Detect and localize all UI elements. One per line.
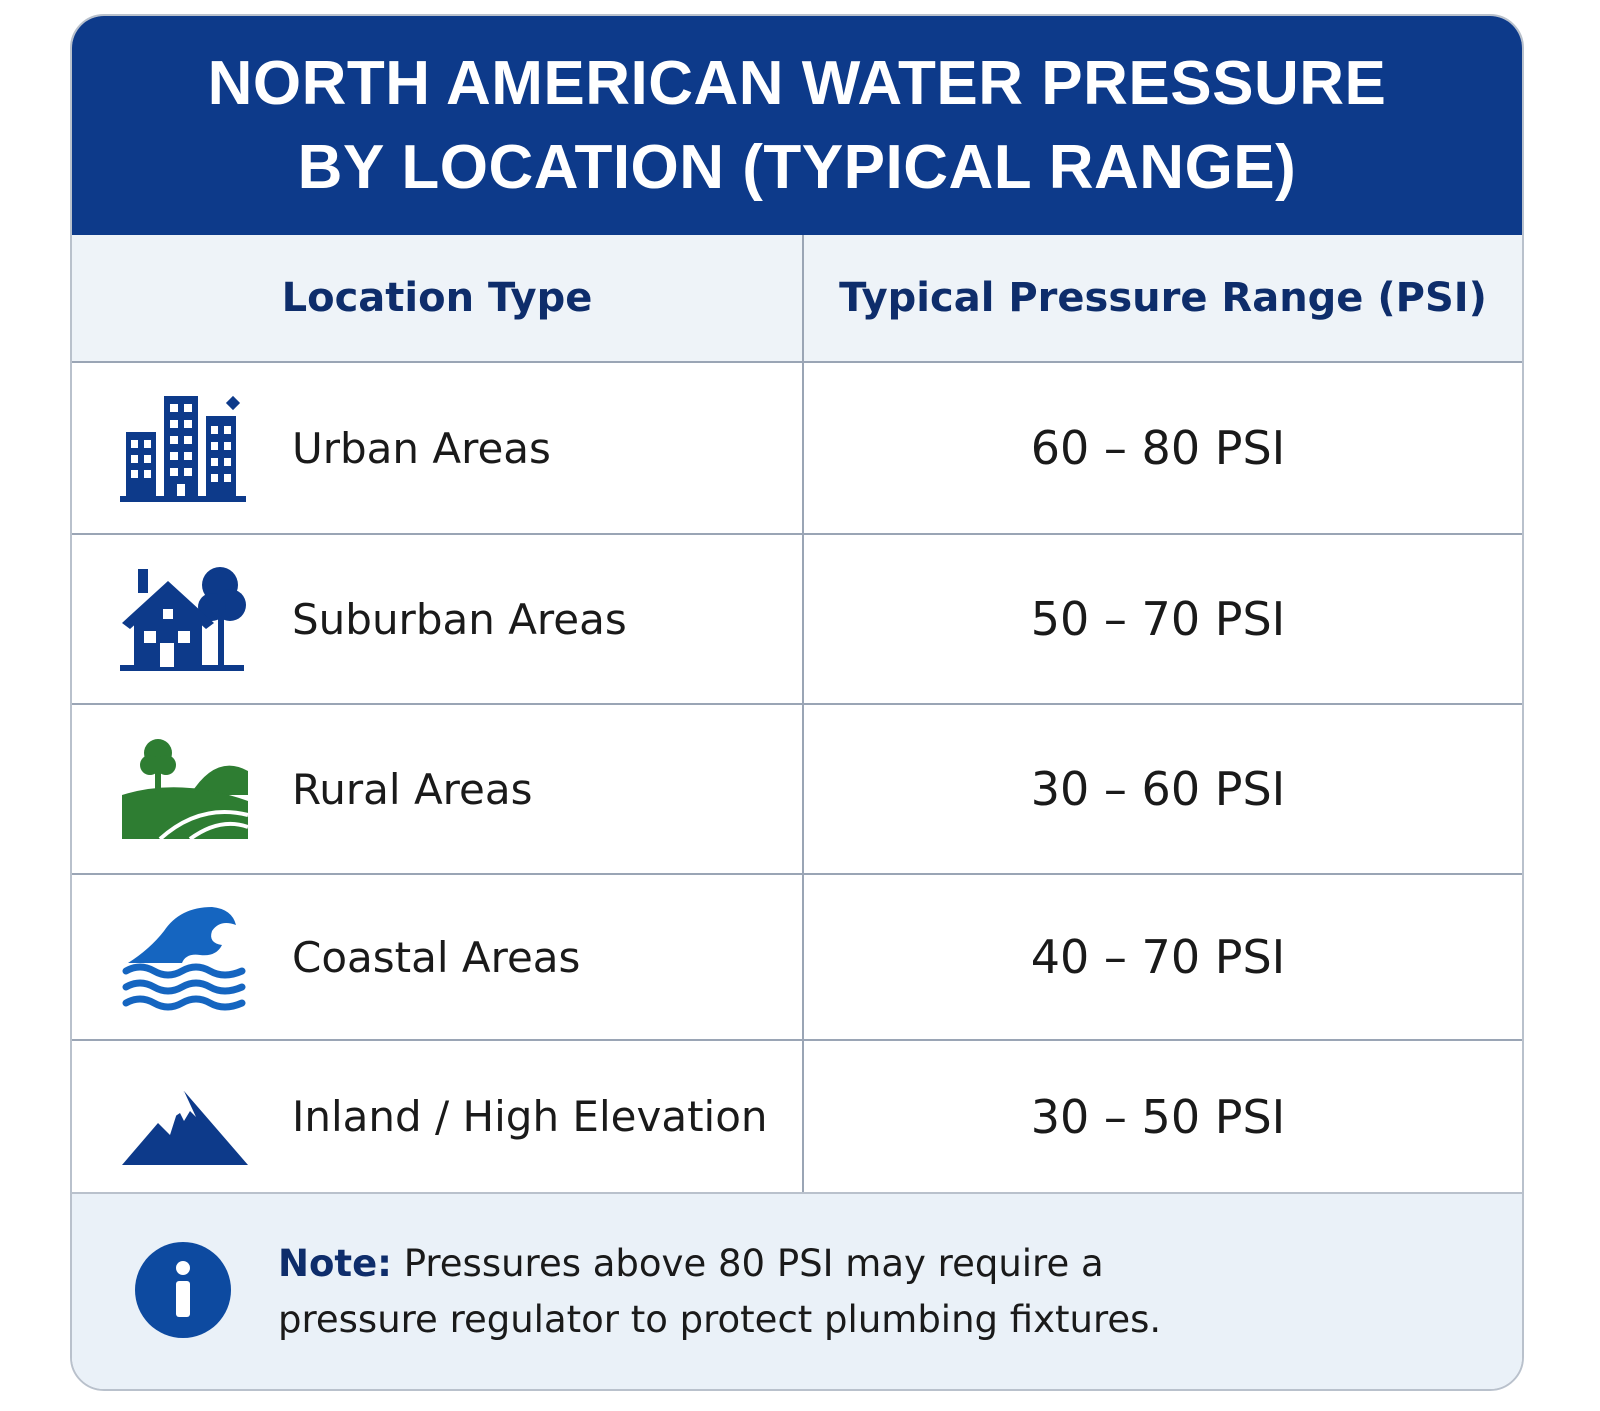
note-text: Note: Pressures above 80 PSI may require… [278, 1236, 1238, 1348]
table-row: Urban Areas 60 – 80 PSI [72, 363, 1522, 535]
page-title: NORTH AMERICAN WATER PRESSURE BY LOCATIO… [207, 48, 1387, 202]
ocean-wave-icon [120, 901, 250, 1013]
column-header-location: Location Type [72, 235, 804, 361]
table-row: Rural Areas 30 – 60 PSI [72, 705, 1522, 875]
pressure-table-card: NORTH AMERICAN WATER PRESSURE BY LOCATIO… [70, 14, 1524, 1391]
location-cell: Urban Areas [72, 363, 804, 533]
info-icon [134, 1241, 232, 1343]
pressure-range-value: 30 – 50 PSI [1030, 1089, 1286, 1144]
location-cell: Coastal Areas [72, 875, 804, 1039]
table-row: Suburban Areas 50 – 70 PSI [72, 535, 1522, 705]
location-cell: Rural Areas [72, 705, 804, 873]
note-box: Note: Pressures above 80 PSI may require… [72, 1194, 1522, 1389]
location-label: Inland / High Elevation [292, 1092, 768, 1141]
column-header-range: Typical Pressure Range (PSI) [839, 275, 1487, 321]
table-row: Inland / High Elevation 30 – 50 PSI [72, 1041, 1522, 1194]
note-lead: Note: [278, 1241, 392, 1285]
location-label: Rural Areas [292, 764, 533, 814]
note-body: Pressures above 80 PSI may require a pre… [278, 1241, 1162, 1341]
pressure-range-value: 40 – 70 PSI [1030, 930, 1286, 984]
house-tree-icon [120, 563, 250, 675]
location-label: Coastal Areas [292, 932, 581, 982]
location-label: Suburban Areas [292, 594, 627, 644]
pressure-range-value: 30 – 60 PSI [1030, 762, 1286, 816]
location-cell: Inland / High Elevation [72, 1041, 804, 1192]
table-row: Coastal Areas 40 – 70 PSI [72, 875, 1522, 1041]
location-cell: Suburban Areas [72, 535, 804, 703]
mountain-icon [120, 1061, 250, 1173]
rural-hills-icon [120, 733, 250, 845]
city-buildings-icon [120, 392, 250, 504]
pressure-range-value: 60 – 80 PSI [1030, 421, 1286, 475]
location-label: Urban Areas [292, 423, 551, 473]
pressure-range-value: 50 – 70 PSI [1030, 592, 1286, 646]
table-header-row: Location Type Typical Pressure Range (PS… [72, 235, 1522, 363]
title-bar: NORTH AMERICAN WATER PRESSURE BY LOCATIO… [72, 16, 1522, 235]
table-body: Urban Areas 60 – 80 PSI [72, 363, 1522, 1194]
